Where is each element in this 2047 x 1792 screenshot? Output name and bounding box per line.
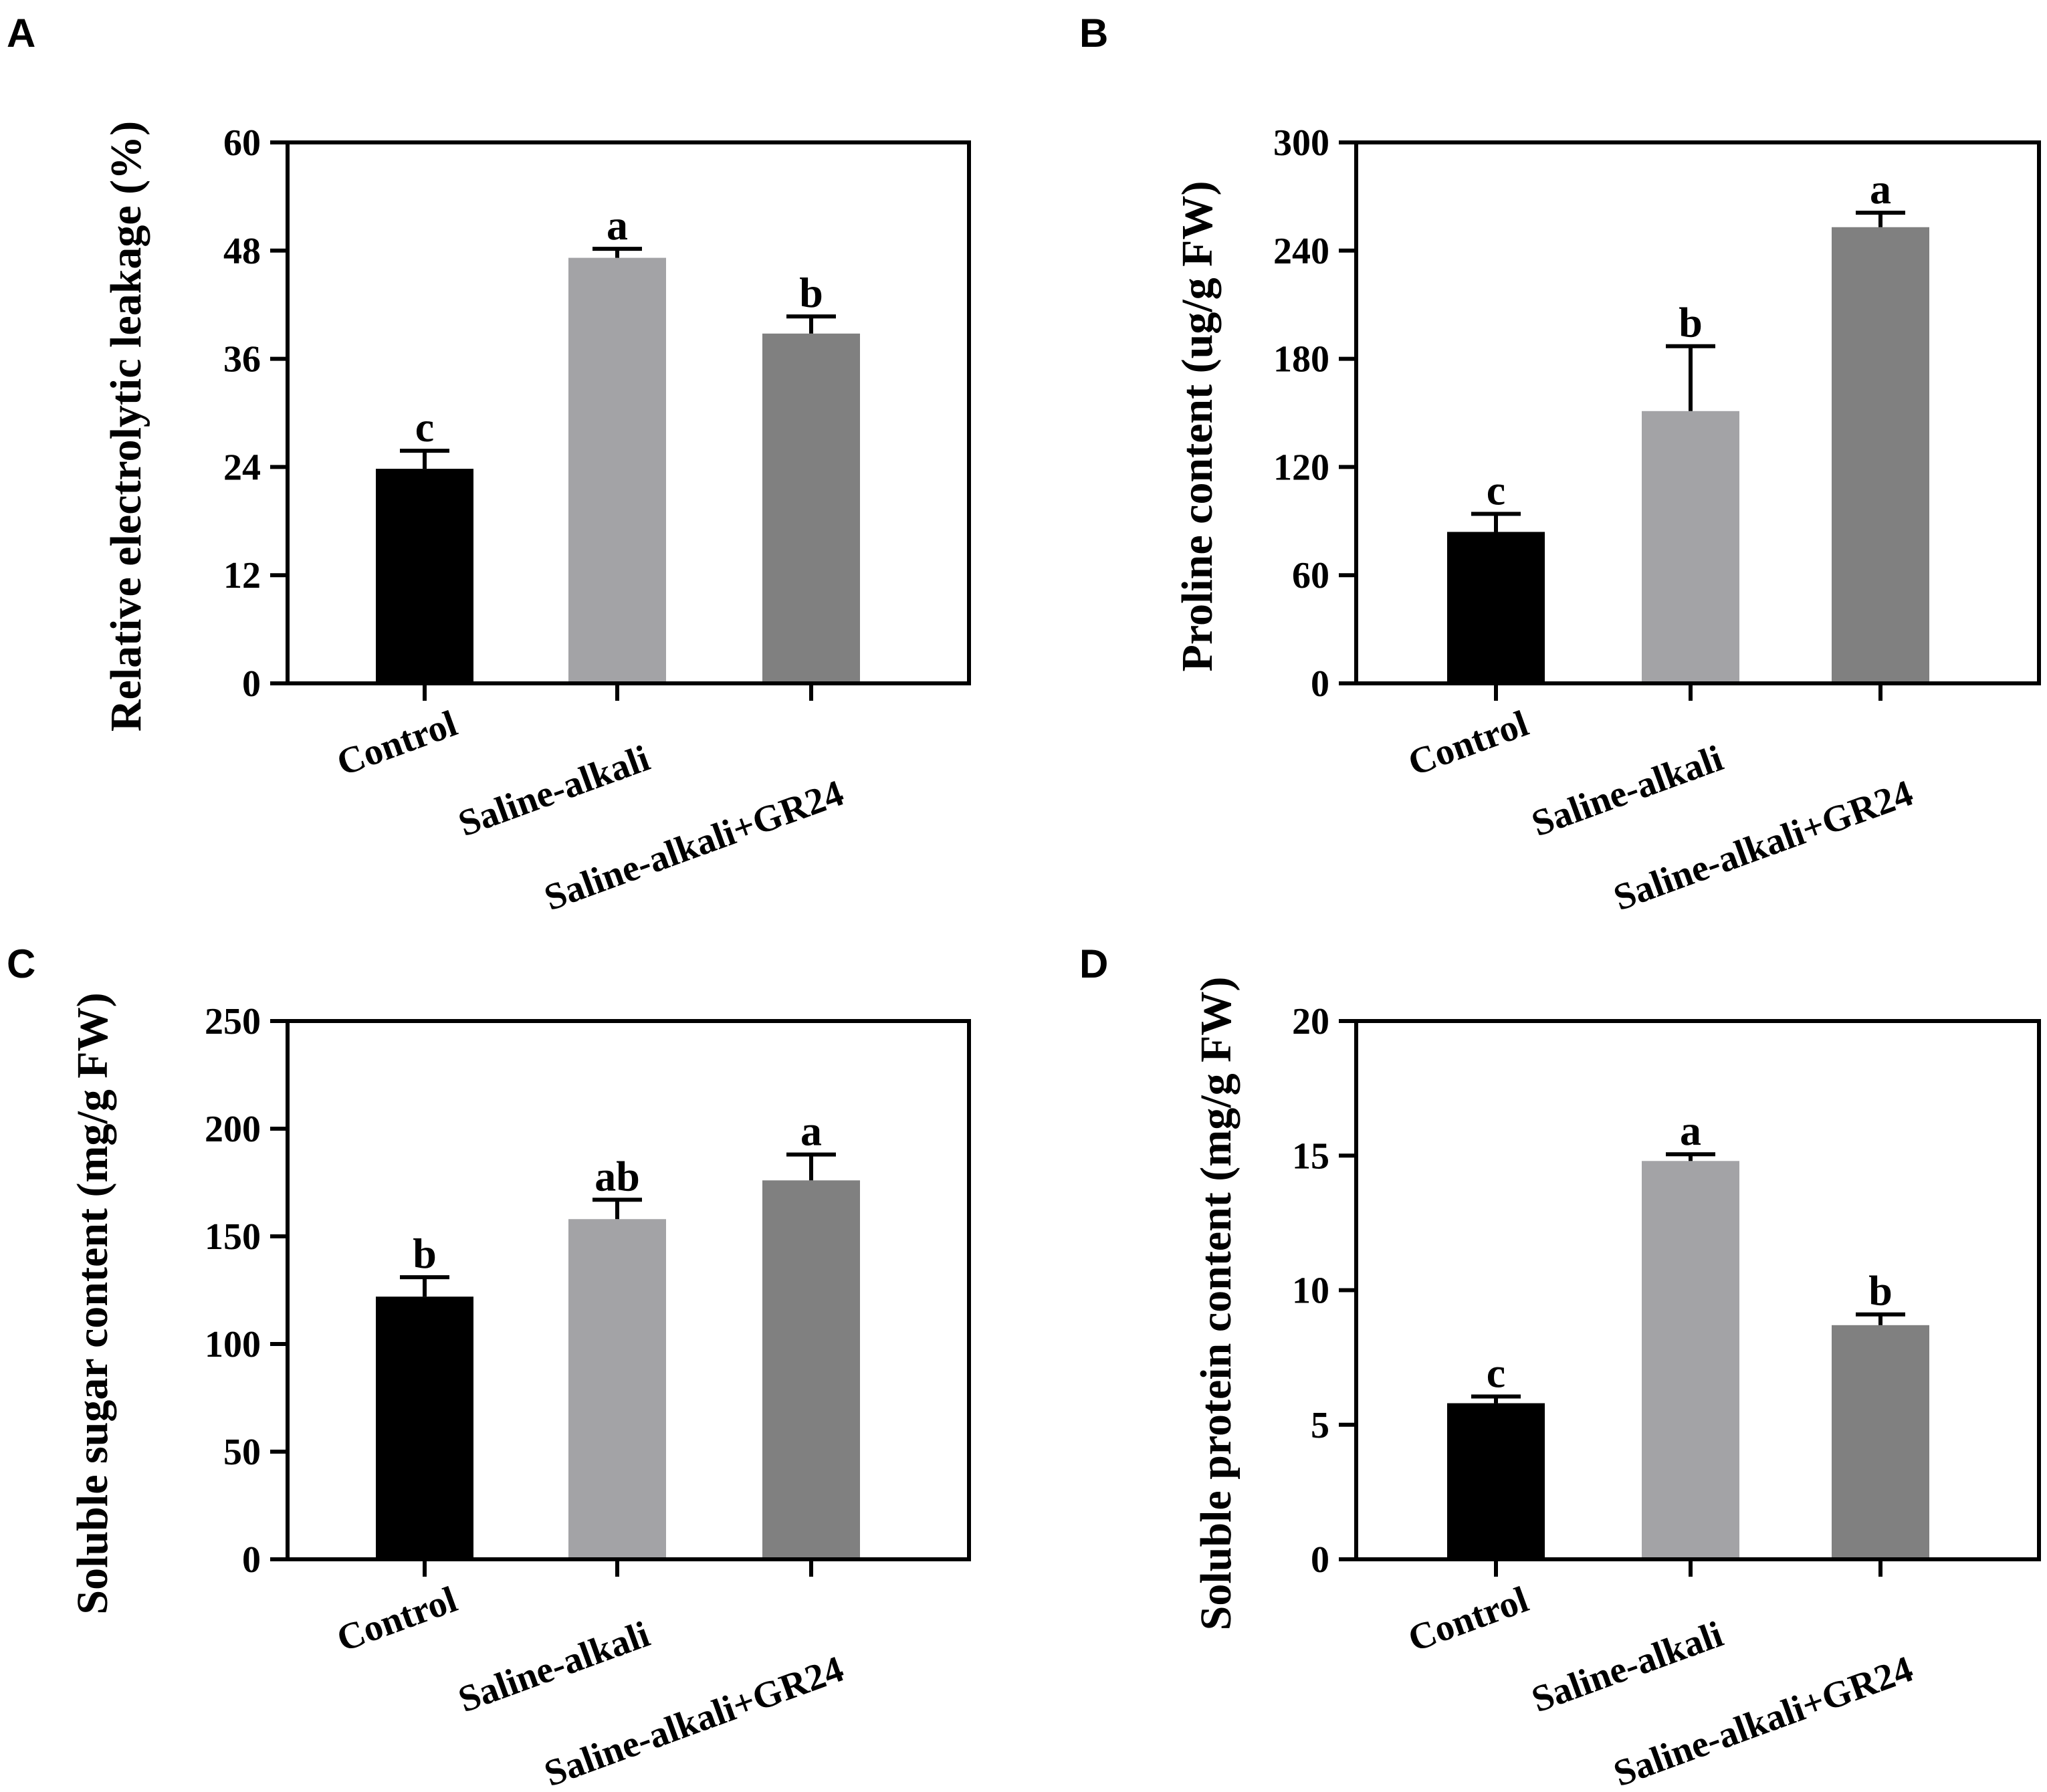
panel-letter: C [7, 941, 35, 986]
y-axis-label: Proline content (ug/g FW) [1173, 181, 1222, 672]
significance-label: a [1680, 1107, 1701, 1154]
y-tick-label: 50 [223, 1432, 261, 1473]
y-axis-label: Soluble protein content (mg/g FW) [1192, 977, 1241, 1631]
panel-letter: B [1079, 11, 1108, 55]
x-category-label: Control [332, 1579, 463, 1660]
x-category-label: Saline-alkali [1527, 738, 1729, 845]
y-tick-label: 100 [205, 1324, 261, 1365]
significance-label: c [1487, 1349, 1505, 1396]
significance-label: a [1870, 165, 1891, 213]
panel-d: Dcab05101520ControlSaline-alkaliSaline-a… [1079, 941, 2041, 1792]
x-category-label: Saline-alkali [453, 738, 655, 845]
y-tick-label: 36 [223, 339, 261, 380]
x-category-label: Control [1403, 1579, 1534, 1660]
y-tick-label: 60 [223, 122, 261, 164]
y-tick-label: 240 [1273, 231, 1329, 272]
bar [1832, 1325, 1929, 1559]
significance-label: ab [595, 1152, 640, 1200]
significance-label: b [1868, 1267, 1893, 1315]
bar [1642, 411, 1739, 683]
y-tick-label: 0 [242, 1539, 261, 1581]
significance-label: b [413, 1230, 437, 1277]
panel-letter: A [7, 11, 35, 55]
bar [376, 1297, 473, 1559]
significance-label: a [607, 201, 628, 249]
y-tick-label: 0 [1311, 1539, 1329, 1581]
y-tick-label: 24 [223, 447, 261, 488]
significance-label: c [1487, 467, 1505, 514]
y-tick-label: 180 [1273, 339, 1329, 380]
panel-b: Bcba060120180240300ControlSaline-alkaliS… [1079, 11, 2041, 919]
bar [762, 333, 860, 683]
x-category-label: Saline-alkali [1527, 1613, 1729, 1720]
bar [762, 1180, 860, 1559]
y-tick-label: 5 [1311, 1405, 1329, 1446]
panel-a: Acab01224364860ControlSaline-alkaliSalin… [7, 11, 971, 919]
bar [1832, 227, 1929, 683]
bar [568, 257, 666, 683]
bar [1642, 1161, 1739, 1559]
y-tick-label: 150 [205, 1216, 261, 1258]
significance-label: c [415, 403, 434, 451]
y-tick-label: 15 [1292, 1135, 1329, 1177]
plot-frame [286, 1019, 971, 1561]
x-category-label: Control [1403, 703, 1534, 784]
bar [1447, 532, 1545, 683]
bar [1447, 1403, 1545, 1559]
x-category-label: Control [332, 703, 463, 784]
y-tick-label: 48 [223, 231, 261, 272]
bar [376, 469, 473, 683]
y-axis-label: Soluble sugar content (mg/g FW) [68, 992, 117, 1614]
y-tick-label: 250 [205, 1001, 261, 1042]
plot-frame [1354, 140, 2041, 685]
x-category-label: Saline-alkali [453, 1613, 655, 1720]
panel-letter: D [1079, 941, 1108, 986]
panel-c: Cb ab a 0 50 100 150 200 250 ControlSaline-alkali… [7, 941, 971, 1792]
significance-label: b [1679, 299, 1703, 346]
plot-frame [286, 140, 971, 685]
y-tick-label: 200 [205, 1109, 261, 1150]
y-tick-label: 10 [1292, 1270, 1329, 1312]
y-tick-label: 20 [1292, 1001, 1329, 1042]
significance-label: a [800, 1107, 822, 1155]
y-axis-label: Relative electrolytic leakage (%) [102, 121, 150, 732]
y-tick-label: 0 [1311, 663, 1329, 705]
y-tick-label: 120 [1273, 447, 1329, 488]
y-tick-label: 0 [242, 663, 261, 705]
bar [568, 1219, 666, 1559]
y-tick-label: 12 [223, 555, 261, 596]
significance-label: b [799, 269, 823, 316]
y-tick-label: 60 [1292, 555, 1329, 596]
y-tick-label: 300 [1273, 122, 1329, 164]
